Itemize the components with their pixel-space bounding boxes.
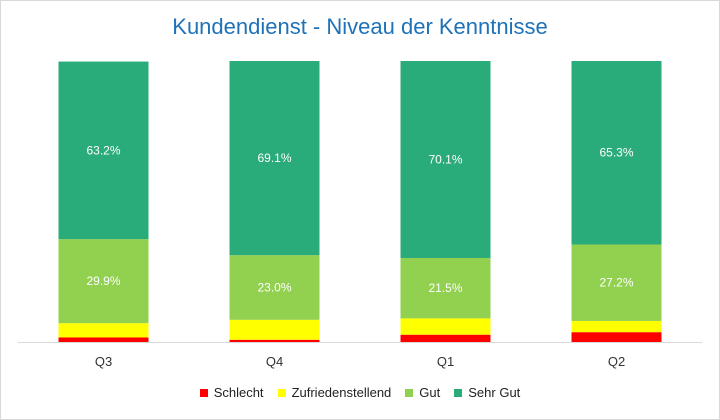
legend-item-schlecht: Schlecht	[199, 385, 264, 400]
bar-segment-sehr-gut-q2	[571, 61, 662, 245]
chart-title: Kundendienst - Niveau der Kenntnisse	[172, 14, 548, 39]
legend-label: Zufriedenstellend	[291, 385, 392, 400]
bar-segment-zufriedenstellend-q2	[571, 320, 662, 333]
data-label: 69.1%	[257, 151, 291, 165]
data-label: 23.0%	[257, 280, 291, 294]
legend-swatch	[277, 388, 286, 397]
legend-item-gut: Gut	[405, 385, 440, 400]
bar-segment-zufriedenstellend-q3	[58, 323, 149, 338]
data-label: 63.2%	[86, 143, 120, 157]
bar-segment-sehr-gut-q1	[400, 61, 491, 258]
bar-segment-gut-q1	[400, 257, 491, 319]
bar-segment-sehr-gut-q4	[229, 61, 320, 256]
bar-segment-schlecht-q1	[400, 334, 491, 342]
stacked-bar-chart: 29.9% 63.2% Q3 23.0% 69.1% Q4 21.5% 70.1% Q1 27.2…	[18, 61, 702, 369]
bar-segment-gut-q4	[229, 255, 320, 320]
x-tick-label: Q3	[95, 354, 112, 369]
bar-segment-sehr-gut-q3	[58, 61, 149, 240]
bar-segment-gut-q2	[571, 244, 662, 321]
legend-swatch	[199, 388, 208, 397]
bar-segment-gut-q3	[58, 239, 149, 324]
x-tick-label: Q2	[608, 354, 625, 369]
chart-legend: Schlecht Zufriedenstellend Gut Sehr Gut	[0, 385, 720, 400]
bar-segment-zufriedenstellend-q1	[400, 318, 491, 335]
data-label: 27.2%	[599, 276, 633, 290]
legend-label: Sehr Gut	[468, 385, 521, 400]
legend-swatch	[454, 388, 463, 397]
bar-segment-zufriedenstellend-q4	[229, 319, 320, 340]
data-label: 70.1%	[428, 152, 462, 166]
legend-label: Gut	[419, 385, 441, 400]
legend-item-sehr-gut: Sehr Gut	[454, 385, 520, 400]
bar-segment-schlecht-q4	[229, 339, 320, 342]
data-label: 65.3%	[599, 146, 633, 160]
legend-swatch	[405, 388, 414, 397]
bar-segment-schlecht-q3	[58, 337, 149, 342]
bar-segment-schlecht-q2	[571, 332, 662, 342]
data-label: 21.5%	[428, 281, 462, 295]
x-tick-label: Q4	[266, 354, 283, 369]
x-tick-label: Q1	[437, 354, 454, 369]
data-label: 29.9%	[86, 274, 120, 288]
legend-label: Schlecht	[213, 385, 264, 400]
legend-item-zufriedenstellend: Zufriedenstellend	[277, 385, 392, 400]
